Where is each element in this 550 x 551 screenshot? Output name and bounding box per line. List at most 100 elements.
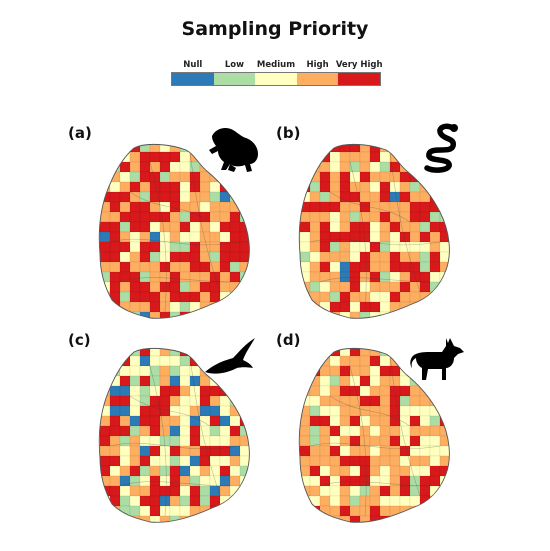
grid-cell (139, 181, 151, 193)
grid-cell (379, 375, 391, 387)
grid-cell (460, 386, 470, 396)
grid-cell (179, 415, 191, 427)
grid-cell (160, 336, 170, 346)
grid-cell (99, 281, 101, 293)
grid-cell (339, 375, 351, 387)
grid-cell (250, 456, 260, 466)
grid-cell (359, 171, 371, 183)
grid-cell (299, 311, 311, 319)
grid-cell (179, 291, 191, 303)
grid-cell (340, 132, 350, 142)
grid-cell (429, 271, 441, 283)
grid-cell (339, 395, 351, 407)
grid-cell (460, 466, 470, 476)
grid-cell (139, 355, 151, 367)
grid-cell (159, 355, 171, 367)
grid-cell (149, 455, 161, 467)
grid-cell (369, 271, 381, 283)
department-boundary (349, 365, 367, 517)
grid-cell (149, 515, 161, 523)
grid-cell (379, 475, 391, 487)
grid-cell (300, 132, 310, 142)
grid-cell (239, 445, 250, 457)
grid-cell (369, 385, 381, 397)
grid-cell (149, 221, 161, 233)
grid-cell (299, 355, 311, 367)
grid-cell (349, 271, 361, 283)
grid-cell (100, 132, 110, 142)
grid-cell (179, 355, 191, 367)
grid-cell (140, 526, 150, 536)
grid-cell (129, 151, 141, 163)
grid-cell (169, 171, 181, 183)
grid-cell (379, 495, 391, 507)
grid-cell (349, 261, 361, 273)
grid-cell (409, 261, 421, 273)
map-panel-d (290, 336, 470, 523)
grid-cell (229, 495, 241, 507)
grid-cell (409, 415, 421, 427)
grid-cell (119, 191, 131, 203)
grid-cell (290, 336, 300, 346)
grid-cell (299, 445, 311, 457)
grid-cell (389, 144, 401, 153)
grid-cell (260, 182, 270, 192)
grid-cell (359, 365, 371, 377)
grid-cell (399, 241, 411, 253)
grid-cell (409, 311, 421, 319)
grid-cell (169, 355, 181, 367)
grid-cell (450, 282, 460, 292)
grid-cell (99, 475, 101, 487)
grid-cell (179, 221, 191, 233)
grid-cell (300, 336, 310, 346)
grid-cell (450, 292, 460, 302)
grid-cell (229, 425, 241, 437)
grid-cell (319, 395, 331, 407)
grid-cell (299, 171, 301, 183)
grid-cell (119, 211, 131, 223)
grid-cell (379, 395, 391, 407)
grid-cell (169, 455, 181, 467)
grid-cell (319, 291, 331, 303)
grid-cell (240, 526, 250, 536)
grid-cell (110, 322, 120, 332)
grid-cell (109, 211, 121, 223)
grid-cell (439, 241, 450, 253)
grid-cell (299, 231, 301, 243)
grid-cell (419, 271, 431, 283)
grid-cell (350, 336, 360, 346)
grid-cell (239, 311, 250, 319)
grid-cell (379, 348, 391, 357)
grid-cell (360, 322, 370, 332)
legend-swatch-null (172, 73, 214, 85)
grid-cell (339, 415, 351, 427)
grid-cell (350, 132, 360, 142)
grid-cell (360, 132, 370, 142)
grid-cell (239, 405, 250, 417)
grid-cell (419, 485, 431, 497)
grid-cell (329, 385, 341, 397)
grid-cell (429, 505, 441, 517)
grid-cell (260, 262, 270, 272)
grid-cell (99, 241, 101, 253)
grid-cell (129, 465, 141, 477)
grid-cell (359, 181, 371, 193)
grid-cell (209, 231, 221, 243)
grid-cell (169, 395, 181, 407)
grid-cell (109, 415, 121, 427)
grid-cell (409, 241, 421, 253)
grid-cell (199, 465, 211, 477)
grid-cell (149, 291, 161, 303)
grid-cell (389, 348, 401, 357)
grid-cell (409, 181, 421, 193)
grid-cell (99, 241, 111, 253)
grid-cell (339, 161, 351, 173)
grid-cell (219, 181, 231, 193)
grid-cell (99, 221, 101, 233)
grid-cell (99, 348, 111, 357)
grid-cell (299, 221, 311, 233)
grid-cell (119, 465, 131, 477)
grid-cell (389, 211, 401, 223)
grid-cell (460, 242, 470, 252)
grid-cell (149, 151, 161, 163)
